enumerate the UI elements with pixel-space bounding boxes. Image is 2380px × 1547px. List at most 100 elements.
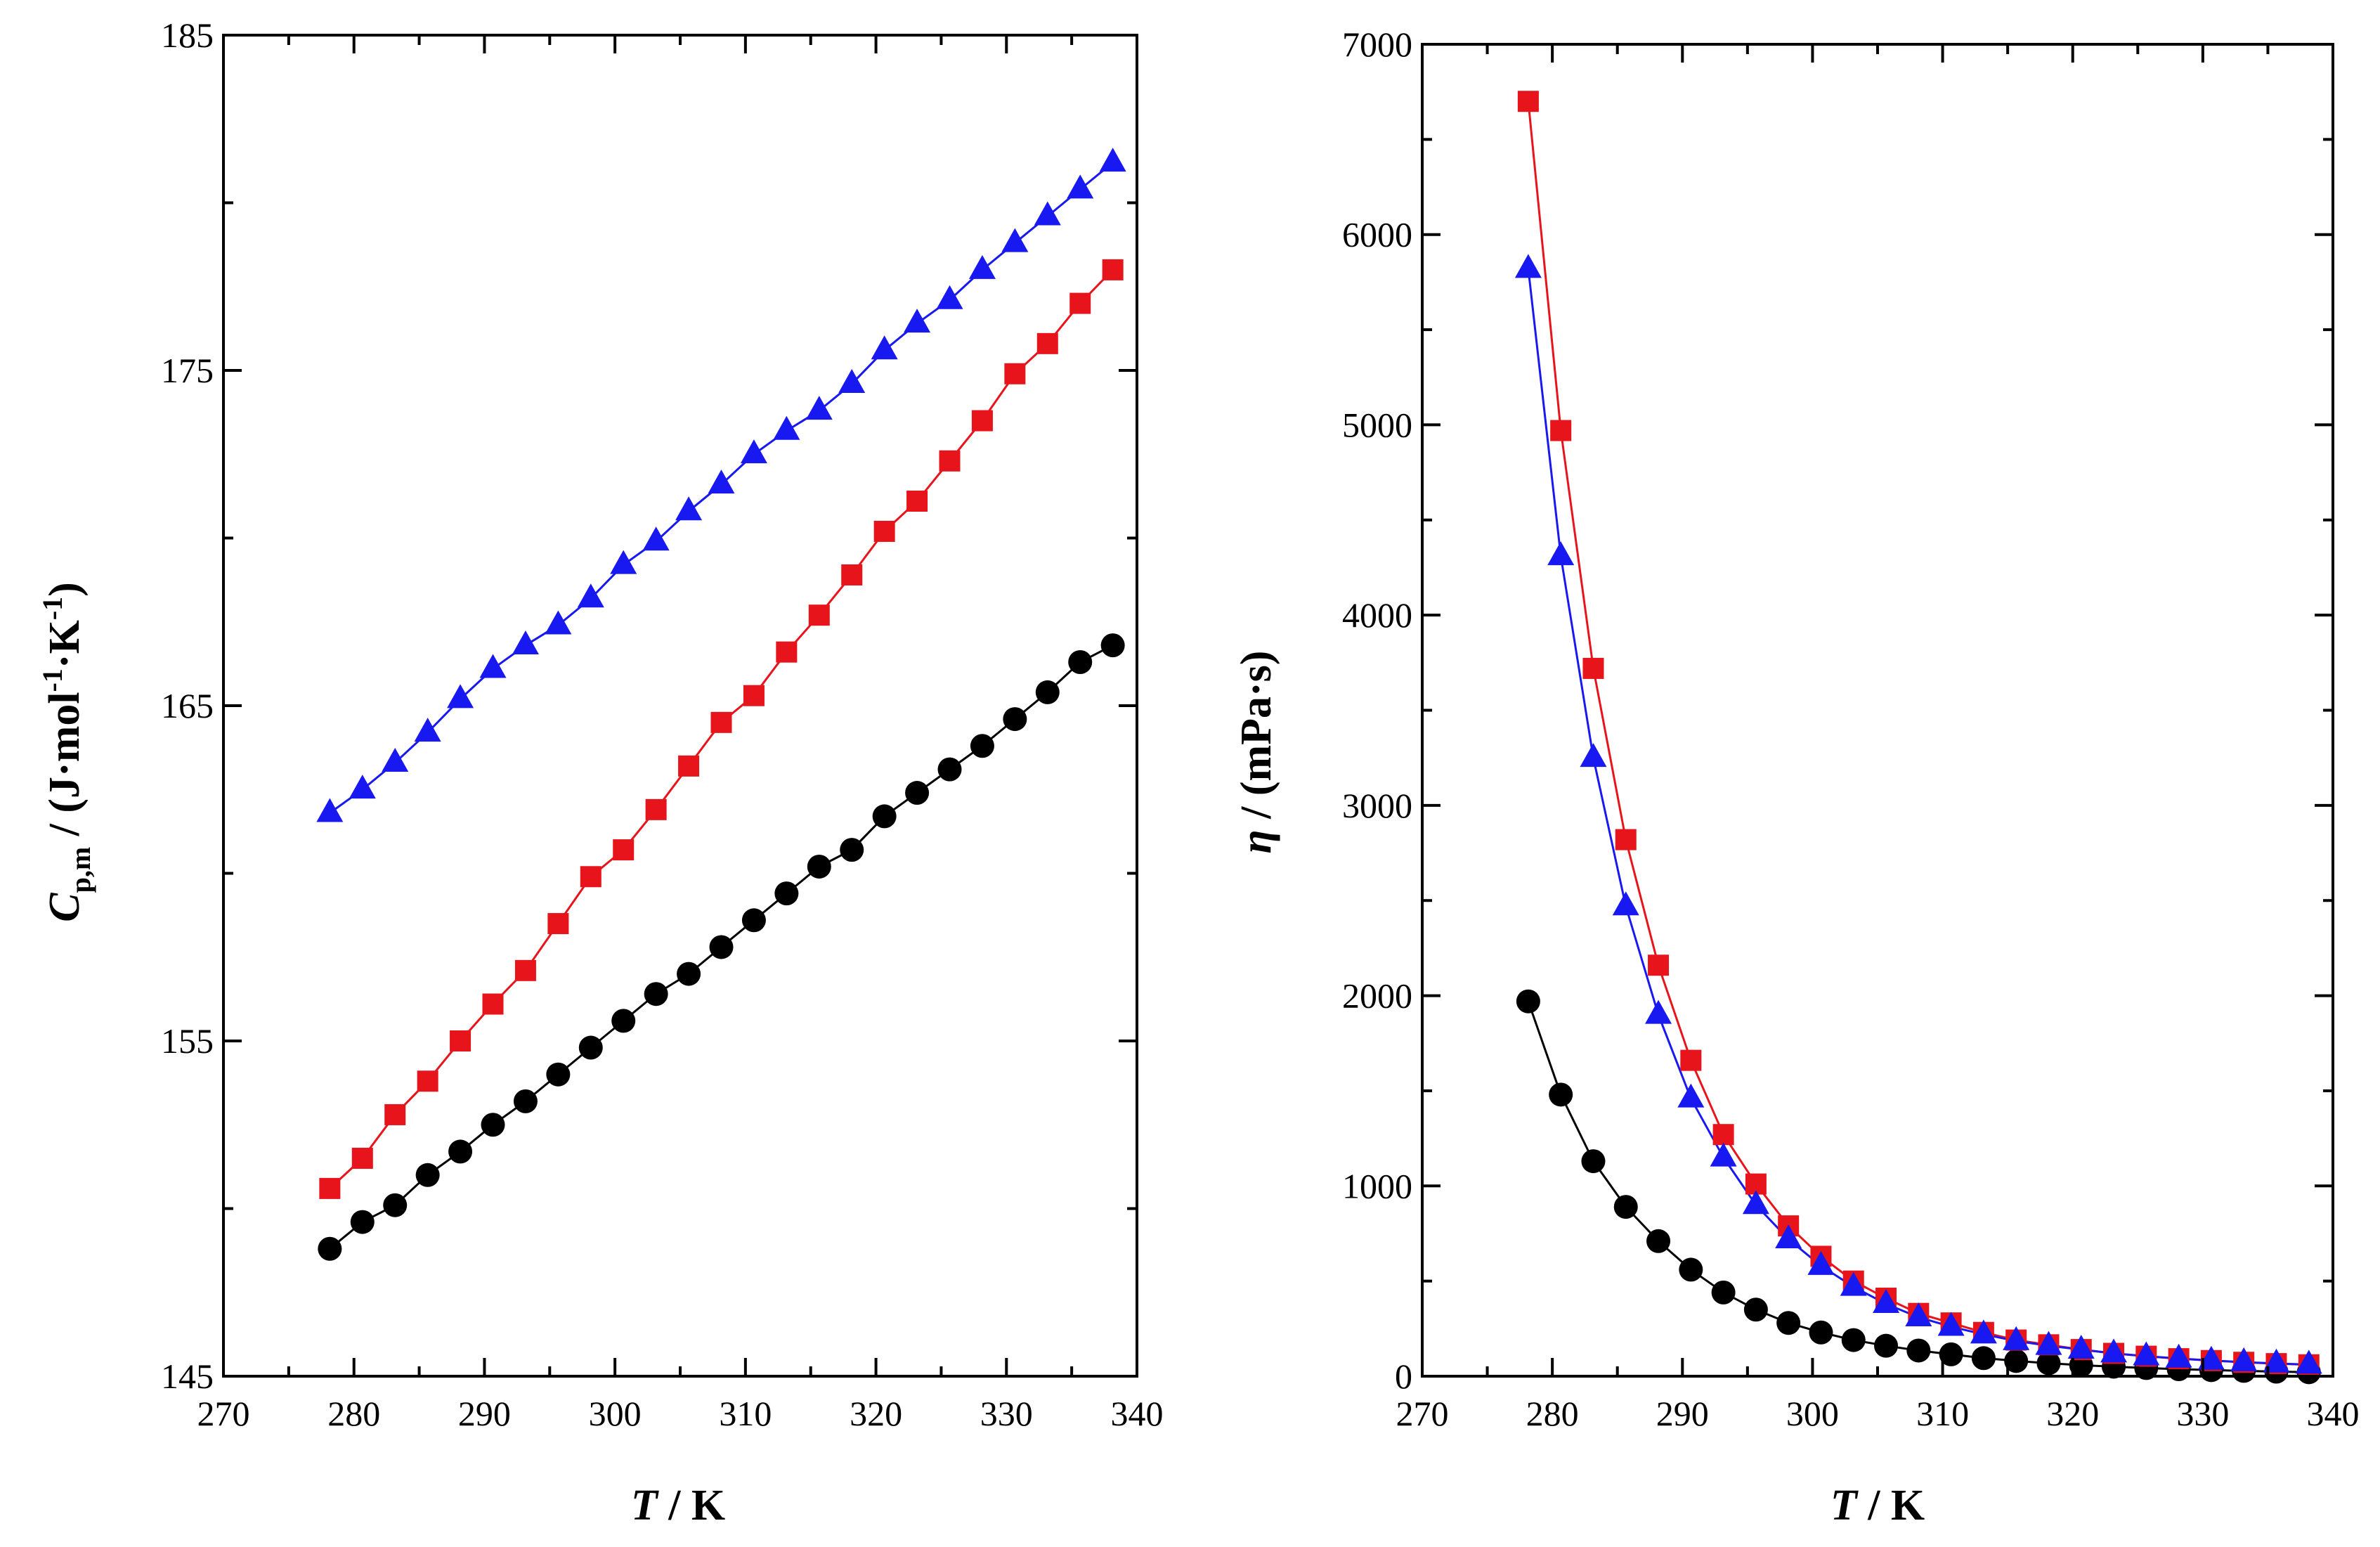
left-data-point-triangle: [545, 610, 572, 635]
right-series-lines: [1527, 101, 2309, 1373]
left-data-point-triangle: [1067, 174, 1094, 199]
left-data-point-circle: [1003, 707, 1027, 732]
right-axes: [1421, 43, 2334, 1378]
right-chart-panel: 270 280 290 300 310 320 330 340 0 1000 2000 3000 40…: [1233, 25, 2360, 1529]
right-data-point-square: [1550, 420, 1572, 441]
left-y-tick-label: 155: [161, 1021, 214, 1061]
right-data-point-triangle: [1645, 999, 1672, 1024]
left-data-point-square: [482, 993, 504, 1015]
left-data-point-circle: [677, 962, 701, 986]
right-data-point-circle: [1776, 1311, 1801, 1335]
right-data-point-triangle: [1840, 1271, 1867, 1296]
right-data-point-triangle: [1905, 1302, 1932, 1326]
left-data-point-square: [645, 798, 667, 820]
right-data-point-triangle: [2133, 1341, 2160, 1366]
right-y-tick-label: 4000: [1342, 595, 1412, 635]
right-data-point-circle: [1971, 1346, 1996, 1371]
left-data-point-square: [710, 711, 732, 733]
right-data-point-circle: [1516, 989, 1540, 1014]
left-data-point-square: [841, 564, 863, 585]
left-data-point-circle: [1068, 649, 1093, 674]
right-y-tick-labels: 0 1000 2000 3000 4000 5000 6000 7000: [1342, 25, 1412, 1396]
right-data-point-triangle: [1580, 743, 1607, 768]
left-data-point-square: [971, 410, 993, 432]
right-data-point-circle: [1581, 1149, 1606, 1174]
left-data-point-triangle: [512, 630, 539, 655]
right-data-point-circle: [1906, 1338, 1931, 1363]
right-data-point-triangle: [2295, 1349, 2322, 1374]
right-series-line-2: [1527, 268, 2309, 1366]
right-y-tick-label: 7000: [1342, 25, 1412, 64]
left-x-tick-label: 280: [327, 1394, 380, 1433]
left-series-lines: [329, 162, 1114, 1250]
right-y-tick-label: 3000: [1342, 786, 1412, 825]
left-data-point-triangle: [414, 718, 441, 742]
left-plot-frame: [222, 34, 1138, 1378]
left-data-point-triangle: [479, 654, 507, 678]
left-data-point-circle: [709, 935, 734, 959]
left-data-point-triangle: [936, 285, 963, 309]
right-data-point-square: [1615, 829, 1637, 850]
left-data-point-circle: [644, 982, 668, 1006]
right-series-line-1: [1527, 101, 2309, 1366]
right-y-tick-label: 2000: [1342, 976, 1412, 1016]
left-data-point-circle: [448, 1139, 473, 1164]
right-y-tick-label: 6000: [1342, 215, 1412, 254]
left-data-point-circle: [741, 908, 766, 933]
right-data-point-triangle: [1612, 891, 1639, 916]
right-data-point-circle: [1939, 1342, 1963, 1366]
left-data-point-triangle: [382, 748, 409, 772]
left-data-point-square: [450, 1030, 472, 1051]
left-data-point-triangle: [708, 470, 735, 494]
right-data-point-triangle: [2165, 1343, 2192, 1368]
left-data-point-circle: [905, 781, 930, 805]
right-data-point-triangle: [1547, 541, 1575, 566]
right-data-point-triangle: [2003, 1326, 2030, 1350]
left-data-point-square: [939, 450, 961, 472]
left-data-point-square: [1102, 259, 1124, 280]
left-data-point-triangle: [740, 439, 767, 464]
left-data-point-triangle: [871, 335, 898, 360]
left-x-tick-labels: 270 280 290 300 310 320 330 340: [197, 1394, 1164, 1433]
left-data-point-square: [743, 685, 765, 706]
left-y-tick-label: 185: [161, 15, 214, 55]
left-data-point-square: [678, 755, 700, 777]
right-data-point-square: [1517, 91, 1539, 112]
right-data-point-triangle: [1775, 1224, 1802, 1249]
left-data-point-triangle: [349, 775, 376, 799]
right-data-point-triangle: [2230, 1347, 2258, 1371]
right-data-point-square: [1582, 657, 1604, 679]
left-data-point-circle: [513, 1089, 538, 1113]
left-data-point-square: [384, 1103, 406, 1125]
left-data-point-circle: [578, 1035, 603, 1060]
right-data-point-circle: [1809, 1320, 1833, 1345]
left-x-axis-title: T / K: [631, 1482, 725, 1529]
right-data-point-triangle: [1710, 1142, 1737, 1167]
right-x-tick-label: 290: [1656, 1394, 1709, 1433]
left-x-tick-label: 300: [589, 1394, 642, 1433]
left-data-point-circle: [872, 804, 897, 829]
left-data-point-circle: [1035, 680, 1060, 704]
right-data-point-triangle: [2197, 1345, 2225, 1370]
left-data-point-circle: [611, 1009, 636, 1033]
left-axes: [222, 34, 1138, 1378]
right-data-point-triangle: [1742, 1190, 1769, 1215]
left-data-point-square: [873, 520, 895, 542]
left-data-point-triangle: [675, 496, 703, 521]
left-data-point-triangle: [1034, 201, 1061, 226]
left-data-point-square: [613, 839, 635, 861]
left-y-axis-title: Cp,m / (J·mol-1·K-1): [37, 582, 96, 922]
right-data-point-square: [1648, 954, 1670, 976]
left-data-point-circle: [481, 1113, 505, 1137]
left-data-point-triangle: [316, 798, 344, 822]
left-x-tick-label: 270: [197, 1394, 250, 1433]
right-x-tick-labels: 270 280 290 300 310 320 330 340: [1396, 1394, 2360, 1433]
right-plot-frame: [1421, 43, 2334, 1378]
left-data-point-triangle: [610, 550, 637, 574]
left-chart-panel: 270 280 290 300 310 320 330 340 145 155 165 175 185…: [37, 15, 1164, 1529]
left-data-point-circle: [774, 881, 799, 906]
left-data-point-circle: [807, 854, 831, 879]
left-data-point-square: [808, 604, 830, 626]
right-x-tick-label: 280: [1526, 1394, 1579, 1433]
